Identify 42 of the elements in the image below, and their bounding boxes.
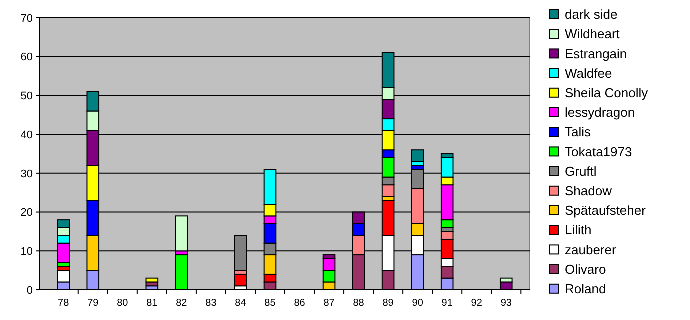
legend-label: Sheila Conolly (565, 85, 649, 100)
legend-label: dark side (565, 7, 618, 22)
legend-label: Roland (565, 281, 606, 296)
legend-label: Olivaro (565, 262, 606, 277)
bar (146, 278, 159, 283)
x-tick-label: 87 (324, 298, 336, 309)
bar (175, 254, 188, 290)
x-tick-label: 91 (442, 298, 454, 309)
y-tick-label: 0 (26, 284, 33, 297)
x-tick-label: 83 (206, 298, 218, 309)
legend-label: lessydragon (565, 105, 636, 120)
x-tick-label: 80 (117, 298, 129, 309)
legend-label: Tokata1973 (565, 144, 632, 160)
x-tick-label: 86 (294, 298, 306, 309)
y-tick-label: 20 (20, 207, 33, 220)
legend-label: Lilith (565, 222, 592, 238)
legend-label: Gruftl (565, 164, 597, 179)
y-tick-label: 30 (20, 168, 33, 180)
x-tick-label: 93 (500, 298, 512, 309)
x-tick-label: 84 (235, 298, 247, 309)
bar (411, 150, 424, 162)
x-tick-label: 89 (382, 298, 394, 309)
legend-label: Spätaufsteher (565, 203, 647, 218)
x-tick-label: 90 (412, 298, 424, 309)
legend-label: Estrangain (565, 46, 628, 62)
x-tick-label: 78 (58, 298, 70, 309)
x-tick-label: 88 (353, 298, 365, 309)
legend-label: Wildheart (565, 26, 620, 42)
y-tick-label: 60 (20, 52, 33, 64)
y-tick-label: 70 (20, 12, 33, 25)
x-tick-label: 82 (176, 298, 188, 309)
x-tick-label: 92 (471, 298, 483, 309)
legend-label: zauberer (565, 242, 617, 258)
legend-label: Talis (565, 124, 592, 140)
y-tick-label: 50 (20, 90, 33, 103)
x-tick-label: 81 (146, 298, 158, 309)
y-tick-label: 10 (20, 246, 33, 258)
y-tick-label: 40 (20, 129, 33, 142)
x-tick-label: 85 (264, 298, 276, 309)
legend-label: Shadow (565, 183, 613, 198)
legend-label: Waldfee (565, 66, 612, 81)
x-tick-label: 79 (88, 298, 100, 309)
